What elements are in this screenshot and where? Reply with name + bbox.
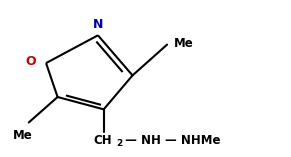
- Text: CH: CH: [94, 134, 112, 147]
- Text: — NH — NHMe: — NH — NHMe: [121, 134, 221, 147]
- Text: N: N: [93, 18, 103, 31]
- Text: O: O: [25, 55, 36, 68]
- Text: Me: Me: [174, 37, 194, 49]
- Text: Me: Me: [13, 129, 33, 142]
- Text: 2: 2: [117, 139, 123, 148]
